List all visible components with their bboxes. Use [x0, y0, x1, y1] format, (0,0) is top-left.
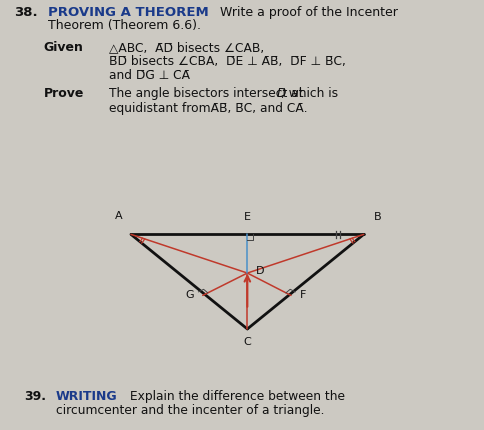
Text: equidistant fromĀB̄, B̄C̄, and CĀ.: equidistant fromĀB̄, B̄C̄, and CĀ.	[109, 102, 307, 115]
Text: Write a proof of the Incenter: Write a proof of the Incenter	[215, 6, 397, 19]
Text: F: F	[299, 290, 305, 301]
Text: △ABC,  ĀD̄ bisects ∠CAB,: △ABC, ĀD̄ bisects ∠CAB,	[109, 41, 264, 54]
Text: A: A	[115, 212, 122, 221]
Text: 38.: 38.	[15, 6, 38, 19]
Text: and D̄Ḡ ⊥ C̄Ā: and D̄Ḡ ⊥ C̄Ā	[109, 69, 190, 82]
Text: Given: Given	[44, 41, 83, 54]
Text: D: D	[276, 87, 285, 100]
Text: , which is: , which is	[280, 87, 337, 100]
Text: G: G	[185, 290, 194, 301]
Text: PROVING A THEOREM: PROVING A THEOREM	[48, 6, 209, 19]
Text: C: C	[243, 337, 251, 347]
Text: WRITING: WRITING	[56, 390, 117, 403]
Text: Theorem (Theorem 6.6).: Theorem (Theorem 6.6).	[48, 19, 201, 32]
Text: B̄D̄ bisects ∠CBA,  D̄Ē ⊥ ĀB̄,  D̄F̄ ⊥ B̄C̄,: B̄D̄ bisects ∠CBA, D̄Ē ⊥ ĀB̄, D̄F̄ ⊥ B…	[109, 55, 345, 68]
Text: B: B	[373, 212, 380, 222]
Text: Explain the difference between the: Explain the difference between the	[126, 390, 345, 403]
Text: The angle bisectors intersect at: The angle bisectors intersect at	[109, 87, 307, 100]
Text: D: D	[256, 266, 264, 276]
Text: E: E	[243, 212, 250, 222]
Text: Prove: Prove	[44, 87, 84, 100]
Text: 39.: 39.	[24, 390, 46, 403]
Text: circumcenter and the incenter of a triangle.: circumcenter and the incenter of a trian…	[56, 404, 324, 417]
